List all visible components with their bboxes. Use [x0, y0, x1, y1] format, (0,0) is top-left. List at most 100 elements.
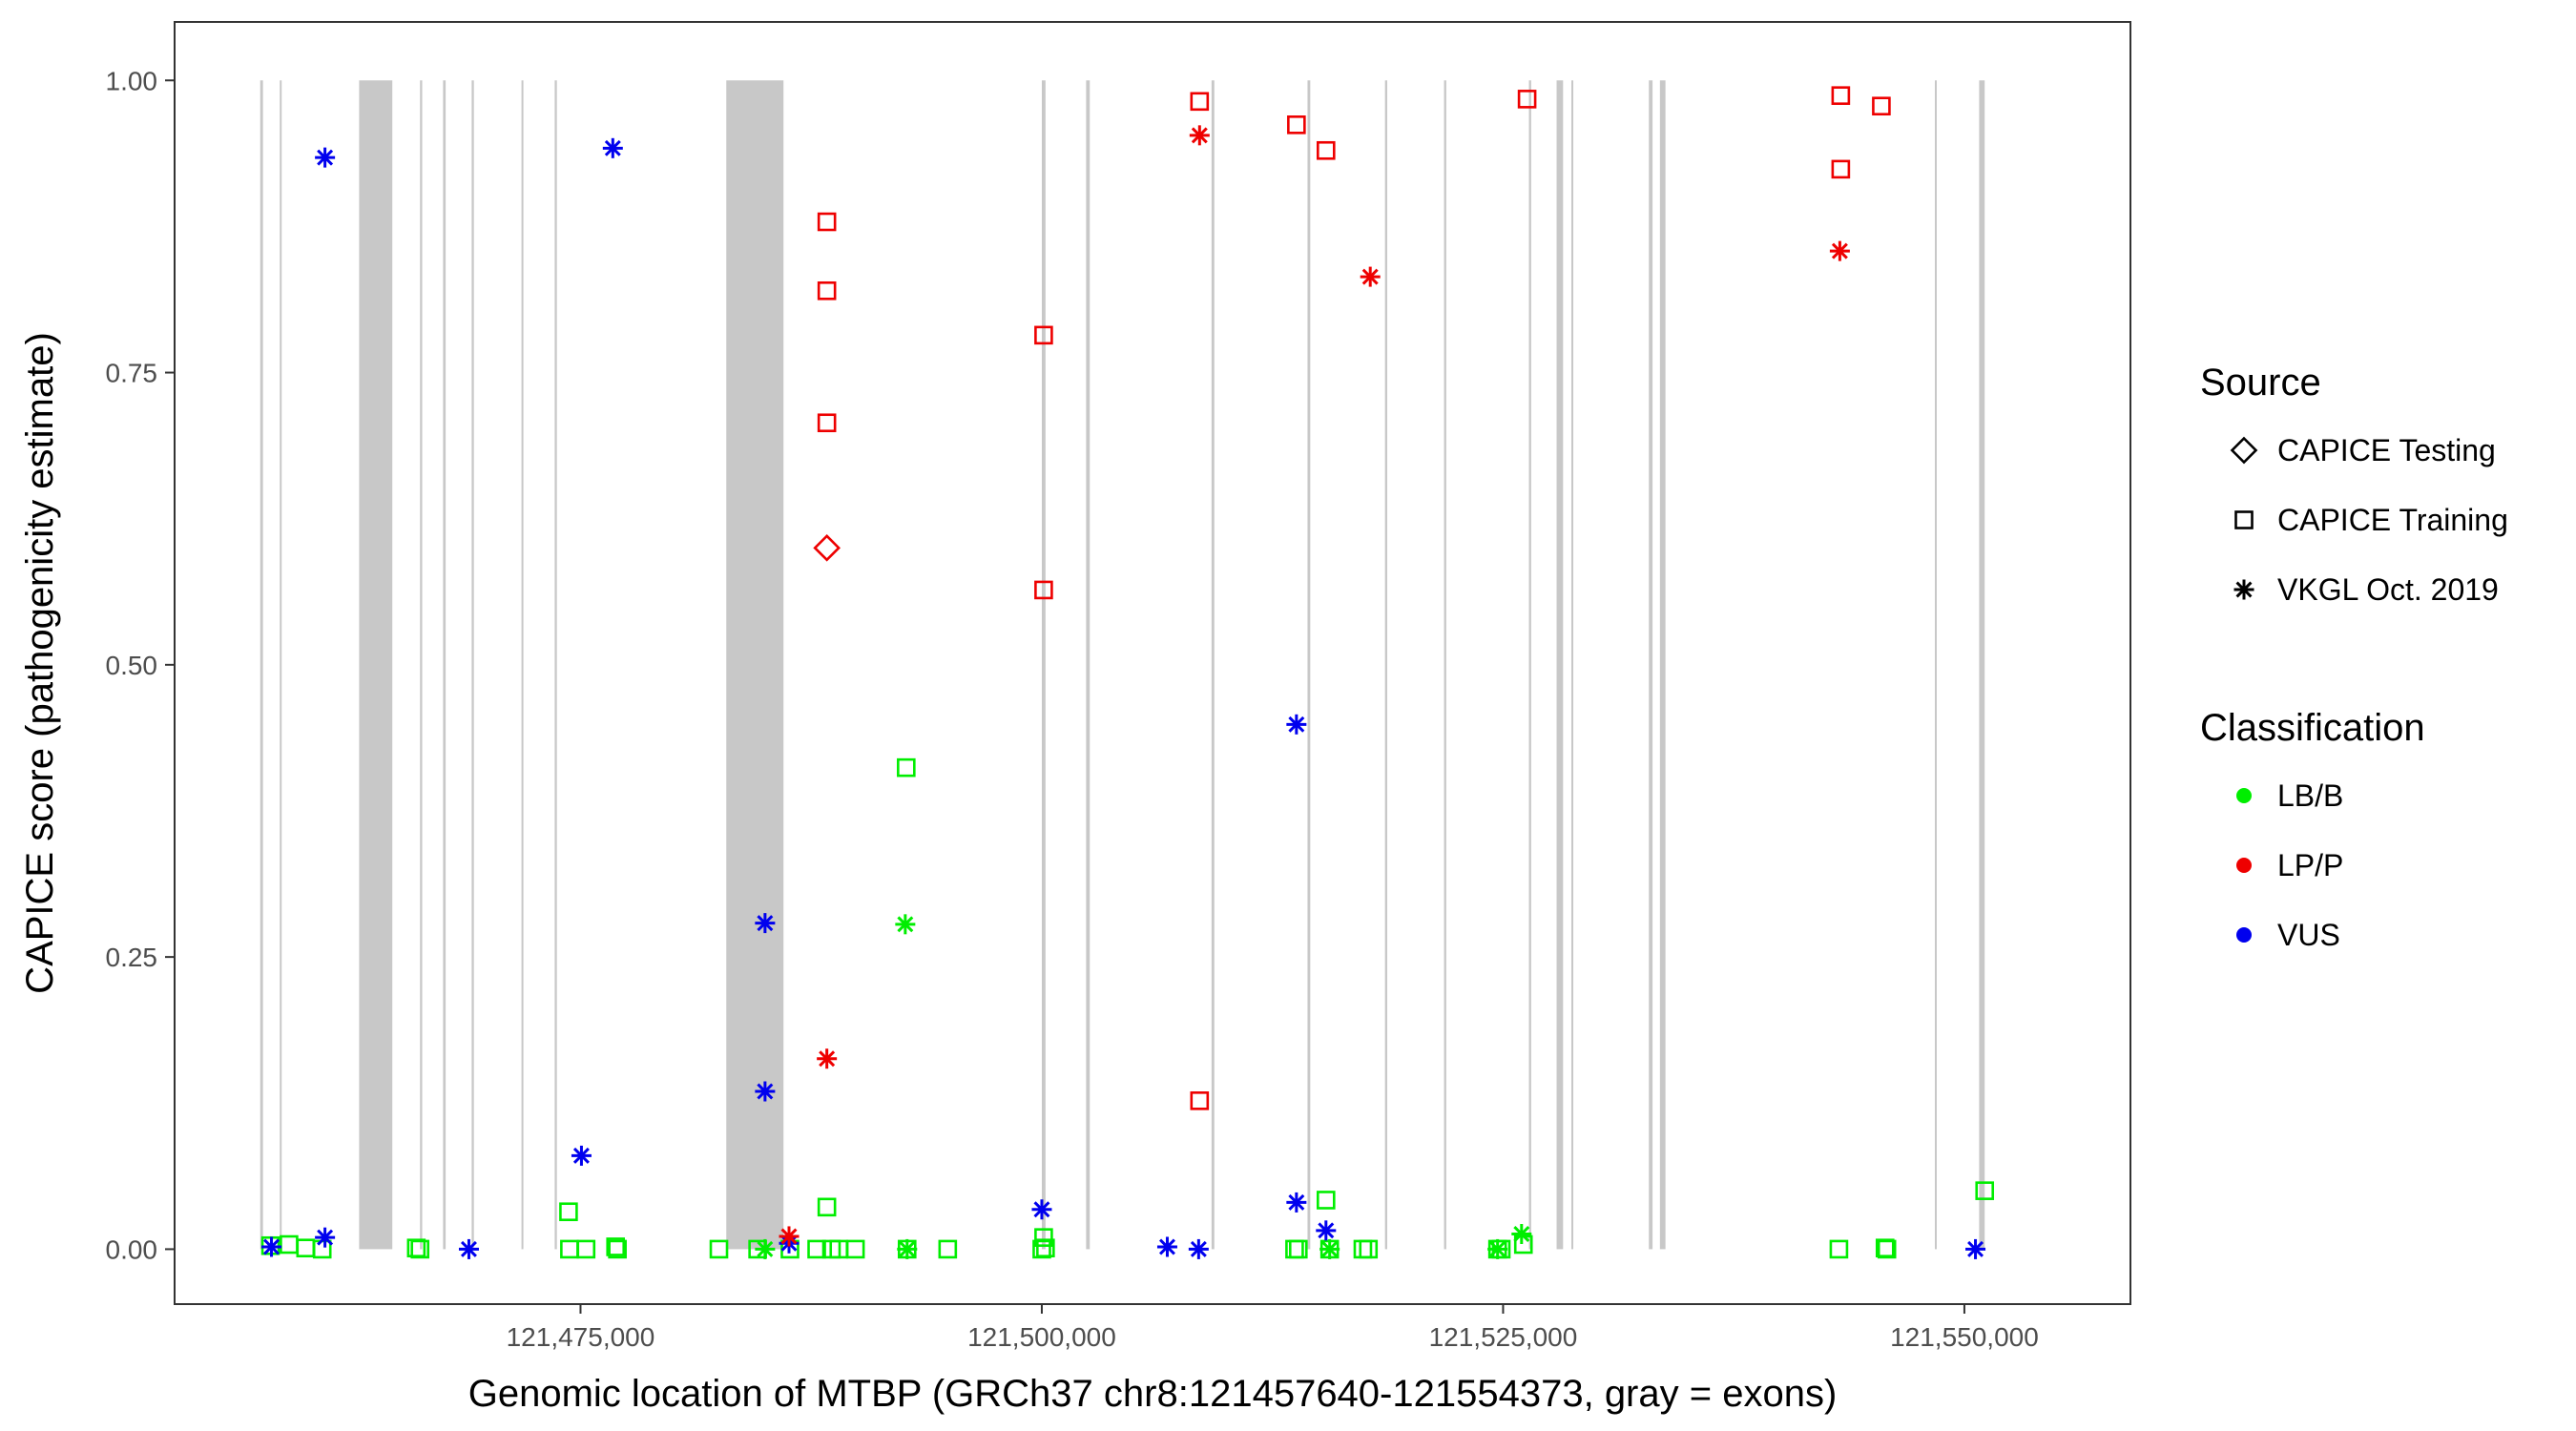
exon-band: [471, 80, 474, 1250]
data-point: [817, 1197, 837, 1217]
x-axis: 121,475,000 121,500,000 121,525,000 121,550…: [507, 1304, 2039, 1352]
exon-band: [521, 80, 524, 1250]
data-point: [1189, 125, 1210, 146]
legend-key-dot: [2236, 788, 2252, 803]
exon-band: [1444, 80, 1446, 1250]
data-point: [807, 1239, 826, 1259]
legend: Source Classification CAPICE Testing CAPI…: [2200, 362, 2508, 952]
exon-band: [726, 80, 784, 1250]
data-point: [1829, 240, 1850, 261]
exon-band: [1571, 80, 1574, 1250]
data-point: [817, 280, 837, 301]
legend-key-diamond: [2230, 436, 2258, 465]
y-axis-title: CAPICE score (pathogenicity estimate): [19, 332, 61, 994]
data-point: [571, 1145, 592, 1166]
exon-band: [554, 80, 557, 1250]
exon-band: [280, 80, 282, 1250]
legend-label: LB/B: [2277, 778, 2343, 813]
data-point: [1190, 92, 1210, 112]
data-point: [813, 533, 841, 562]
legend-title-classification: Classification: [2200, 707, 2425, 749]
data-point: [1877, 1239, 1897, 1259]
data-point: [608, 1239, 627, 1259]
data-point: [1975, 1181, 1995, 1200]
data-point: [1188, 1238, 1209, 1259]
data-point: [606, 1237, 626, 1256]
exon-band: [1384, 80, 1387, 1250]
y-tick-label: 0.50: [106, 651, 158, 680]
exon-band: [1086, 80, 1091, 1250]
data-point: [602, 137, 623, 158]
exon-band: [1979, 80, 1985, 1250]
data-point: [410, 1239, 430, 1259]
exon-band: [1556, 80, 1564, 1250]
data-point: [1288, 1239, 1308, 1259]
x-axis-title: Genomic location of MTBP (GRCh37 chr8:12…: [468, 1373, 1838, 1415]
data-point: [1190, 1091, 1210, 1110]
data-point: [1831, 159, 1851, 179]
data-points: [260, 86, 1995, 1259]
exon-band: [1307, 80, 1311, 1250]
plot-background: [175, 22, 2130, 1304]
x-tick-label: 121,525,000: [1429, 1322, 1578, 1352]
data-point: [1487, 1238, 1508, 1259]
data-point: [315, 1227, 336, 1248]
legend-label: LP/P: [2277, 848, 2343, 882]
exon-band: [1649, 80, 1653, 1250]
exon-band: [1211, 80, 1215, 1250]
data-point: [315, 147, 336, 168]
data-point: [1034, 580, 1053, 600]
data-point: [895, 914, 916, 935]
data-point: [1511, 1223, 1532, 1244]
data-point: [755, 913, 776, 934]
data-point: [1872, 96, 1891, 116]
data-point: [779, 1226, 800, 1247]
data-point: [1359, 1239, 1379, 1259]
plot-border: [174, 21, 2131, 1305]
data-point: [1360, 266, 1381, 287]
data-point: [1031, 1199, 1052, 1220]
exon-band: [359, 80, 393, 1250]
data-point: [938, 1239, 958, 1259]
data-point: [1831, 86, 1851, 105]
data-point: [1286, 714, 1307, 735]
data-point: [817, 212, 837, 232]
exon-band: [1528, 80, 1531, 1250]
legend-key-dot: [2236, 927, 2252, 943]
data-point: [1316, 1191, 1336, 1210]
y-axis: 0.00 0.25 0.50 0.75 1.00: [106, 66, 175, 1264]
data-point: [897, 1238, 918, 1259]
legend-label: CAPICE Testing: [2277, 433, 2496, 467]
legend-key-asterisk: [2233, 579, 2254, 600]
exon-band: [1659, 80, 1666, 1250]
legend-title-source: Source: [2200, 362, 2321, 404]
data-point: [1287, 115, 1306, 135]
data-point: [1517, 90, 1537, 109]
data-point: [709, 1239, 729, 1259]
exon-band: [420, 80, 423, 1250]
y-tick-label: 0.75: [106, 359, 158, 388]
data-point: [897, 757, 916, 778]
legend-key-dot: [2236, 858, 2252, 873]
legend-key-square: [2234, 510, 2254, 529]
data-point: [845, 1239, 865, 1259]
data-point: [1034, 325, 1053, 345]
x-tick-label: 121,475,000: [507, 1322, 655, 1352]
exon-band: [1935, 80, 1937, 1250]
data-point: [1319, 1238, 1340, 1259]
x-tick-label: 121,500,000: [967, 1322, 1116, 1352]
data-point: [755, 1081, 776, 1102]
legend-label: CAPICE Training: [2277, 503, 2508, 537]
exon-band: [260, 80, 263, 1250]
data-point: [817, 413, 837, 433]
legend-label: VKGL Oct. 2019: [2277, 572, 2499, 607]
exon-band: [443, 80, 447, 1250]
x-tick-label: 121,550,000: [1890, 1322, 2039, 1352]
data-point: [1156, 1236, 1177, 1257]
data-point: [576, 1239, 596, 1259]
data-point: [1965, 1238, 1986, 1259]
y-tick-label: 0.25: [106, 943, 158, 972]
legend-label: VUS: [2277, 918, 2340, 952]
data-point: [458, 1238, 479, 1259]
